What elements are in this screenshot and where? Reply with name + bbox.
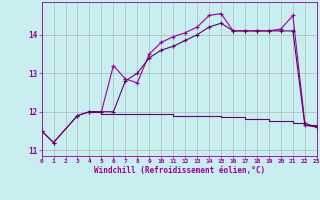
X-axis label: Windchill (Refroidissement éolien,°C): Windchill (Refroidissement éolien,°C) [94,166,265,175]
